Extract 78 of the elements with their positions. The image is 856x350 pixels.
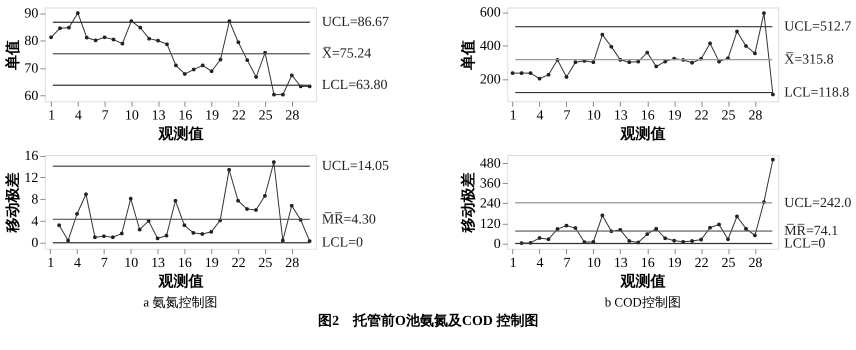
x-axis-title: 观测值 bbox=[620, 273, 666, 290]
y-tick-label: 90 bbox=[24, 6, 38, 22]
x-tick-label: 10 bbox=[124, 256, 138, 272]
text: a 氨氮控制图 bbox=[143, 294, 218, 310]
x-tick-label: 19 bbox=[668, 256, 682, 272]
x-tick-label: 1 bbox=[47, 256, 54, 272]
y-tick-label: 240 bbox=[480, 196, 501, 212]
y-tick-label: 200 bbox=[480, 72, 501, 88]
y-tick-label: 70 bbox=[24, 62, 38, 77]
y-tick-label: 360 bbox=[480, 176, 501, 192]
x-tick-label: 4 bbox=[536, 256, 544, 272]
ref-line-label: LCL=0 bbox=[322, 236, 364, 251]
y-tick-label: 480 bbox=[480, 156, 501, 172]
ref-line-label: UCL=242.0 bbox=[784, 196, 852, 211]
y-tick-label: 600 bbox=[480, 6, 501, 21]
x-tick-label: 4 bbox=[536, 108, 544, 124]
x-tick-label: 22 bbox=[232, 108, 246, 124]
x-tick-label: 13 bbox=[614, 108, 628, 124]
ref-line-label: LCL=118.8 bbox=[784, 86, 850, 101]
x-tick-label: 16 bbox=[178, 108, 192, 124]
x-tick-label: 7 bbox=[563, 256, 570, 272]
ref-line-label: X̅=75.24 bbox=[322, 46, 372, 62]
x-tick-label: 28 bbox=[285, 108, 300, 124]
x-tick-label: 13 bbox=[152, 108, 166, 124]
x-tick-label: 16 bbox=[640, 108, 655, 124]
x-tick-label: 4 bbox=[74, 256, 82, 272]
caption: 图2 托管前O池氨氮及COD 控制图 bbox=[318, 312, 538, 329]
x-tick-label: 7 bbox=[100, 256, 108, 272]
ref-line-label: LCL=63.80 bbox=[322, 78, 388, 94]
y-tick-label: 12 bbox=[24, 170, 38, 186]
ref-line-label: X̅=315.8 bbox=[784, 52, 834, 68]
y-tick-label: 0 bbox=[494, 236, 501, 252]
x-tick-label: 10 bbox=[586, 108, 601, 124]
x-tick-label: 25 bbox=[722, 256, 736, 272]
y-tick-label: 4 bbox=[31, 214, 38, 230]
x-tick-label: 25 bbox=[722, 108, 736, 124]
x-tick-label: 10 bbox=[586, 256, 601, 272]
y-tick-label: 120 bbox=[480, 216, 501, 232]
x-tick-label: 19 bbox=[205, 108, 220, 124]
ref-line-label: UCL=86.67 bbox=[322, 15, 389, 30]
y-tick-label: 400 bbox=[480, 39, 501, 54]
y-tick-label: 60 bbox=[24, 89, 38, 104]
x-tick-label: 16 bbox=[640, 256, 655, 272]
y-axis-title: 移动极差 bbox=[460, 172, 477, 234]
x-tick-label: 13 bbox=[151, 256, 166, 272]
x-tick-label: 19 bbox=[204, 256, 219, 272]
x-tick-label: 28 bbox=[748, 256, 762, 272]
x-tick-label: 28 bbox=[748, 108, 762, 124]
x-tick-label: 22 bbox=[232, 256, 246, 272]
y-tick-label: 0 bbox=[31, 236, 38, 252]
x-axis-title: 观测值 bbox=[620, 126, 666, 143]
y-tick-label: 80 bbox=[24, 34, 38, 50]
ref-line-label: UCL=14.05 bbox=[322, 159, 389, 174]
x-tick-label: 4 bbox=[74, 108, 82, 124]
y-axis-title: 移动极差 bbox=[4, 172, 22, 234]
text: b COD控制图 bbox=[604, 294, 681, 310]
x-tick-label: 22 bbox=[694, 108, 709, 124]
x-tick-label: 16 bbox=[178, 256, 192, 272]
x-tick-label: 28 bbox=[285, 256, 300, 272]
y-axis-title: 单值 bbox=[460, 40, 477, 71]
x-tick-label: 19 bbox=[668, 108, 682, 124]
x-tick-label: 1 bbox=[510, 108, 517, 124]
x-tick-label: 1 bbox=[510, 256, 517, 272]
y-axis-title: 单值 bbox=[4, 40, 22, 71]
x-tick-label: 7 bbox=[102, 108, 109, 124]
y-tick-label: 16 bbox=[24, 149, 38, 164]
x-tick-label: 25 bbox=[258, 256, 272, 272]
x-axis-title: 观测值 bbox=[157, 273, 204, 290]
x-tick-label: 13 bbox=[614, 256, 628, 272]
x-tick-label: 1 bbox=[48, 108, 56, 124]
ref-line-label: UCL=512.7 bbox=[784, 20, 852, 35]
x-tick-label: 22 bbox=[694, 256, 709, 272]
y-tick-label: 8 bbox=[31, 192, 38, 208]
x-tick-label: 10 bbox=[124, 108, 139, 124]
ref-line-label: M̅R̅=4.30 bbox=[322, 212, 376, 228]
x-tick-label: 7 bbox=[563, 108, 570, 124]
x-tick-label: 25 bbox=[258, 108, 273, 124]
x-axis-title: 观测值 bbox=[157, 126, 204, 143]
